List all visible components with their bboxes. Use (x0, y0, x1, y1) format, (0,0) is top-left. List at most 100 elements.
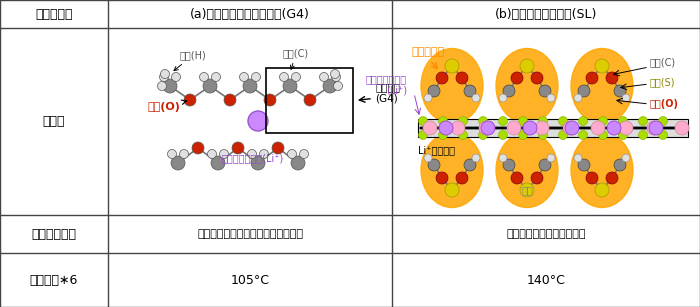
Circle shape (333, 81, 342, 91)
Circle shape (619, 130, 627, 139)
Circle shape (578, 130, 587, 139)
Circle shape (647, 121, 661, 135)
Circle shape (574, 154, 582, 162)
Circle shape (211, 156, 225, 170)
Text: 難燃性溶媒: 難燃性溶媒 (35, 7, 73, 21)
Circle shape (260, 150, 269, 158)
Circle shape (619, 121, 633, 135)
Circle shape (479, 116, 487, 126)
Text: 溶媒に従属して拡散するため低伝導: 溶媒に従属して拡散するため低伝導 (197, 229, 303, 239)
Circle shape (503, 85, 515, 97)
Circle shape (598, 130, 608, 139)
Circle shape (578, 85, 590, 97)
Ellipse shape (421, 133, 483, 208)
Text: 硫黄(S): 硫黄(S) (650, 77, 676, 87)
Circle shape (547, 154, 555, 162)
Text: 分子式: 分子式 (43, 115, 65, 128)
Circle shape (538, 130, 547, 139)
Circle shape (479, 130, 487, 139)
Circle shape (192, 142, 204, 154)
Circle shape (424, 154, 432, 162)
Circle shape (279, 72, 288, 81)
Circle shape (649, 121, 663, 135)
Ellipse shape (496, 133, 558, 208)
Circle shape (578, 116, 587, 126)
Circle shape (614, 159, 626, 171)
Circle shape (458, 116, 468, 126)
Circle shape (171, 156, 185, 170)
Circle shape (619, 116, 627, 126)
Circle shape (160, 69, 169, 79)
Circle shape (622, 154, 630, 162)
Circle shape (472, 94, 480, 102)
Circle shape (539, 85, 551, 97)
Circle shape (606, 72, 618, 84)
Circle shape (451, 121, 465, 135)
Circle shape (319, 72, 328, 81)
Circle shape (291, 156, 305, 170)
Circle shape (586, 72, 598, 84)
Circle shape (519, 130, 528, 139)
Text: 酸素(O): 酸素(O) (148, 100, 186, 112)
Circle shape (511, 72, 523, 84)
Circle shape (251, 156, 265, 170)
Circle shape (179, 150, 188, 158)
Circle shape (598, 116, 608, 126)
Circle shape (272, 142, 284, 154)
Circle shape (622, 94, 630, 102)
Circle shape (638, 116, 648, 126)
Ellipse shape (421, 49, 483, 123)
Circle shape (251, 72, 260, 81)
Circle shape (595, 59, 609, 73)
Circle shape (523, 121, 537, 135)
Circle shape (248, 150, 256, 158)
Circle shape (199, 72, 209, 81)
Circle shape (607, 121, 621, 135)
Circle shape (436, 72, 448, 84)
Circle shape (464, 85, 476, 97)
Circle shape (614, 85, 626, 97)
Text: Li⁺拡散経路: Li⁺拡散経路 (418, 145, 455, 155)
Circle shape (511, 172, 523, 184)
Circle shape (606, 172, 618, 184)
Circle shape (239, 72, 248, 81)
Circle shape (479, 121, 493, 135)
Circle shape (538, 116, 547, 126)
Circle shape (158, 81, 167, 91)
Circle shape (163, 79, 177, 93)
Circle shape (220, 150, 228, 158)
Circle shape (439, 121, 453, 135)
Circle shape (211, 72, 220, 81)
Ellipse shape (496, 49, 558, 123)
Circle shape (481, 121, 495, 135)
Circle shape (167, 150, 176, 158)
Circle shape (520, 183, 534, 197)
Text: 酸素(O): 酸素(O) (650, 99, 679, 109)
Circle shape (520, 59, 534, 73)
Circle shape (184, 94, 196, 106)
Bar (418, 119, 688, 137)
Circle shape (332, 72, 340, 81)
Circle shape (659, 130, 668, 139)
Circle shape (423, 121, 437, 135)
Ellipse shape (571, 133, 633, 208)
Circle shape (172, 72, 181, 81)
Circle shape (539, 159, 551, 171)
Circle shape (675, 121, 689, 135)
Circle shape (559, 116, 568, 126)
Circle shape (207, 150, 216, 158)
Circle shape (591, 121, 605, 135)
Circle shape (438, 130, 447, 139)
Circle shape (507, 121, 521, 135)
Circle shape (659, 116, 668, 126)
Circle shape (563, 121, 577, 135)
Circle shape (499, 94, 507, 102)
Text: 水素(H): 水素(H) (174, 50, 206, 71)
Text: 単独で拡散するため高伝導: 単独で拡散するため高伝導 (506, 229, 586, 239)
Circle shape (464, 159, 476, 171)
Circle shape (300, 150, 309, 158)
Text: 揮発温度∗6: 揮発温度∗6 (30, 274, 78, 286)
Text: スルホラン: スルホラン (412, 47, 445, 57)
Circle shape (595, 183, 609, 197)
Text: (a)従来：テトラグライム(G4): (a)従来：テトラグライム(G4) (190, 7, 310, 21)
